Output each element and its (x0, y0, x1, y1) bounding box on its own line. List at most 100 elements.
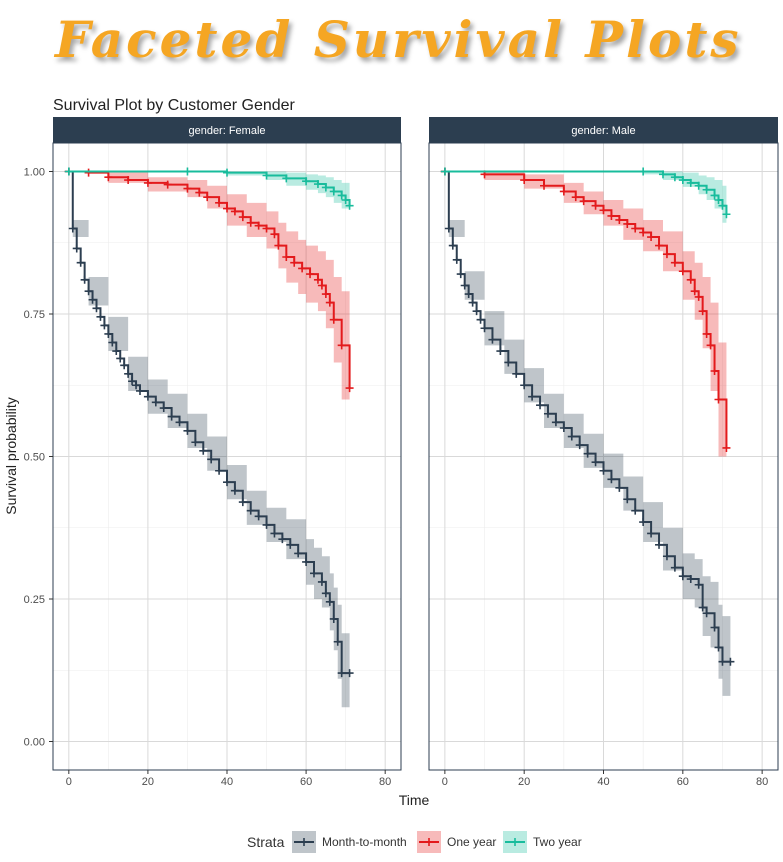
censor-mark (116, 354, 125, 363)
censor-mark (128, 377, 137, 386)
censor-mark (722, 210, 731, 219)
censor-mark (321, 589, 330, 598)
censor-mark (694, 580, 703, 589)
censor-mark (540, 181, 549, 190)
censor-mark (670, 173, 679, 182)
censor-mark (262, 224, 271, 233)
censor-mark (639, 167, 648, 176)
censor-mark (655, 241, 664, 250)
censor-mark (302, 557, 311, 566)
facet-strip-label: gender: Female (188, 125, 265, 137)
censor-mark (104, 329, 113, 338)
censor-mark (464, 290, 473, 299)
censor-mark (698, 307, 707, 316)
censor-mark (124, 176, 133, 185)
censor-mark (456, 270, 465, 279)
censor-mark (72, 244, 81, 253)
censor-mark (167, 412, 176, 421)
censor-mark (583, 449, 592, 458)
x-tick-label: 80 (756, 776, 768, 788)
censor-mark (670, 563, 679, 572)
censor-mark (325, 298, 334, 307)
confidence-band (444, 171, 731, 696)
censor-mark (302, 177, 311, 186)
censor-mark (313, 180, 322, 189)
censor-mark (175, 418, 184, 427)
censor-mark (615, 483, 624, 492)
censor-mark (317, 577, 326, 586)
censor-mark (254, 221, 263, 230)
censor-mark (143, 178, 152, 187)
censor-mark (76, 258, 85, 267)
x-axis-title: Time (399, 792, 430, 808)
series-two-year (64, 167, 354, 212)
censor-mark (710, 623, 719, 632)
censor-mark (678, 572, 687, 581)
censor-mark (238, 213, 247, 222)
facet-strip-label: gender: Male (571, 125, 635, 137)
series-two-year (440, 167, 731, 226)
legend-title: Strata (247, 834, 285, 850)
censor-mark (476, 315, 485, 324)
censor-mark (345, 201, 354, 210)
censor-mark (329, 614, 338, 623)
censor-mark (658, 170, 667, 179)
censor-mark (282, 174, 291, 183)
censor-mark (108, 338, 117, 347)
censor-mark (496, 347, 505, 356)
censor-mark (543, 409, 552, 418)
censor-mark (84, 287, 93, 296)
censor-mark (440, 167, 449, 176)
censor-mark (623, 495, 632, 504)
censor-mark (274, 241, 283, 250)
censor-mark (124, 369, 133, 378)
censor-mark (678, 267, 687, 276)
banner-title: Faceted Survival Plots (55, 10, 742, 69)
censor-mark (551, 418, 560, 427)
censor-mark (278, 535, 287, 544)
censor-mark (639, 518, 648, 527)
censor-mark (615, 215, 624, 224)
censor-mark (88, 295, 97, 304)
facet-panel-2: gender: Male 0 20 40 60 80 (428, 117, 779, 788)
censor-mark (270, 230, 279, 239)
censor-mark (254, 512, 263, 521)
censor-mark (655, 540, 664, 549)
censor-mark (246, 506, 255, 515)
censor-mark (444, 224, 453, 233)
censor-mark (460, 281, 469, 290)
confidence-band (68, 171, 350, 212)
censor-mark (639, 228, 648, 237)
legend-label: One year (447, 835, 496, 849)
confidence-band (444, 171, 727, 226)
legend-item-month-to-month: Month-to-month (292, 831, 407, 853)
legend: Strata Month-to-month One year Two year (247, 831, 582, 853)
censor-mark (223, 478, 231, 487)
censor-mark (678, 176, 687, 185)
censor-mark (468, 298, 477, 307)
series-month-to-month (64, 167, 354, 708)
censor-mark (472, 307, 481, 316)
censor-mark (623, 219, 632, 228)
censor-mark (183, 167, 192, 176)
censor-mark (702, 609, 711, 618)
censor-mark (191, 438, 200, 447)
facet-strip (53, 117, 401, 143)
confidence-band (68, 171, 350, 708)
censor-mark (223, 204, 231, 213)
censor-mark (230, 486, 239, 495)
censor-mark (607, 211, 616, 220)
censor-mark (132, 381, 141, 390)
legend-key-cross (300, 838, 308, 846)
x-tick-label: 60 (300, 776, 312, 788)
censor-mark (321, 183, 330, 192)
censor-mark (647, 233, 656, 242)
censor-mark (120, 361, 129, 370)
censor-mark (223, 168, 231, 177)
censor-mark (345, 669, 354, 678)
y-tick-label: 0.75 (24, 309, 45, 321)
censor-mark (215, 466, 224, 475)
censor-mark (159, 404, 168, 413)
x-tick-label: 40 (221, 776, 233, 788)
censor-mark (698, 603, 707, 612)
